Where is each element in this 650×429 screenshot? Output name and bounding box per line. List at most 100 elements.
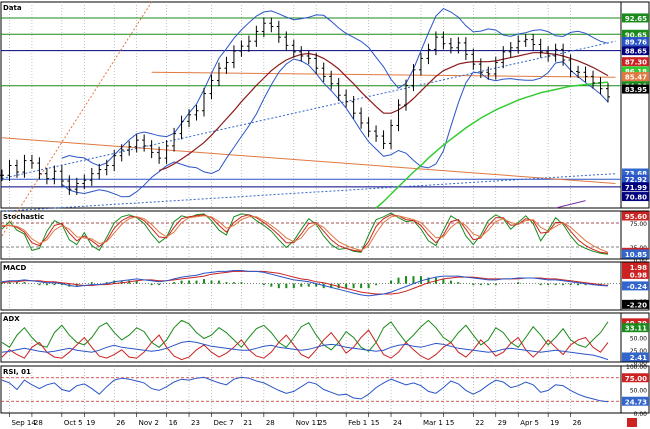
x-tick-label: Dec 7 [213,419,233,427]
x-tick-label: 22 [475,419,484,427]
stoch-tick: 0.00 [634,257,648,264]
bollinger-lower [61,58,609,198]
rsi-axis-label-box [622,373,649,383]
macd-panel-frame [0,261,622,311]
price-axis-label: 71.99 [625,184,647,192]
rsi-axis-label-box [622,396,649,406]
x-tick-label: 26 [116,419,125,427]
trendline [151,71,616,78]
x-tick-label: 28 [266,419,275,427]
price-axis-label: 86.18 [625,68,647,76]
stoch-line-3 [2,215,609,253]
adx-tick: 25.00 [630,348,647,355]
x-tick-label: 29 [498,419,507,427]
price-axis-label: 87.30 [625,59,647,67]
x-tick-label: Nov 2 [139,419,159,427]
rsi-tick: 100.00 [626,364,647,371]
stoch-panel-title: Stochastic [3,213,44,221]
bollinger-upper [61,8,609,167]
adx-axis-label: 2.41 [630,354,647,362]
stoch-tick: 75.00 [630,221,647,228]
rsi-tick: 50.00 [630,388,647,395]
trendline [1,40,616,180]
macd-axis-label: -2.20 [627,301,647,309]
x-tick-label: 19 [86,419,95,427]
x-tick-label: 21 [243,419,252,427]
x-tick-label: Feb 1 [348,419,367,427]
price-axis-label: 72.92 [625,176,647,184]
price-axis-label-box [622,72,649,82]
x-tick-label: Apr 5 [520,419,539,427]
price-axis-label-box [622,29,649,39]
price-axis-label: 90.65 [625,31,647,39]
rsi-line [1,376,609,403]
price-axis-label: 89.76 [625,39,647,47]
price-axis-label: 92.65 [625,15,647,23]
x-tick-label: Nov 11 [296,419,321,427]
adx-line-2 [1,329,609,361]
trendline [1,173,616,212]
x-tick-label: 24 [393,419,402,427]
price-axis-label-box [622,46,649,56]
adx-axis-label: 33.11 [625,325,647,333]
price-axis-label-box [622,13,649,23]
price-axis-label: 73.68 [625,170,647,178]
adx-axis-label-box [622,352,649,362]
stoch-line-2 [1,214,609,254]
stoch-axis-label-box [622,211,649,221]
price-axis-label: 88.65 [625,48,647,56]
rsi-axis-label: 24.73 [625,398,647,406]
x-tick-label: 25 [318,419,327,427]
rsi-panel-frame [0,365,622,414]
price-axis-label-box [622,37,649,47]
macd-panel-title: MACD [3,264,27,272]
sma-short-line [158,52,609,171]
adx-panel-title: ADX [3,315,20,323]
macd-axis-label: 1.98 [630,264,647,272]
price-axis-label-box [622,168,649,178]
trendline [555,200,586,209]
x-tick-label: Sep 14 [11,419,36,427]
rsi-tick: 0.00 [634,411,648,418]
adx-tick: 50.00 [630,336,647,343]
x-tick-label: 26 [573,419,582,427]
x-tick-label: 16 [169,419,178,427]
corner-marker [627,418,637,427]
macd-axis-label-box [622,281,649,291]
x-tick-label: 28 [34,419,43,427]
x-tick-label: Oct 5 [64,419,83,427]
price-axis-label-box [622,66,649,76]
macd-axis-label-box [622,269,649,279]
adx-line-1 [1,319,609,352]
adx-axis-label-box [622,318,649,328]
rsi-panel-title: RSI, 01 [3,368,31,376]
price-axis-label-box [622,192,649,202]
macd-axis-label: -0.24 [627,283,647,291]
adx-line-3 [1,340,609,361]
price-axis-label-box [622,84,649,94]
macd-axis-label-box [622,299,649,309]
x-tick-label: 19 [550,419,559,427]
macd-axis-label-box [622,262,649,272]
price-axis-label: 83.95 [625,86,647,94]
stoch-axis-label-box [622,249,649,259]
adx-axis-label-box [622,323,649,333]
adx-tick: 0.00 [634,360,648,367]
stoch-panel-frame [0,210,622,260]
price-axis-label-box [622,57,649,67]
price-axis-label: 70.80 [625,194,647,202]
macd-axis-label: 0.98 [630,271,647,279]
sma-long-line [375,81,609,209]
price-axis-label: 85.47 [625,74,647,82]
macd-line [1,270,609,297]
x-tick-label: 15 [371,419,380,427]
price-panel-frame [0,1,622,209]
price-panel-title: Data [3,4,22,12]
rsi-axis-label: 75.00 [625,375,647,383]
x-tick-label: Mar 1 [423,419,443,427]
price-axis-label-box [622,182,649,192]
stoch-axis-label: 10.85 [625,251,647,259]
trendline [1,137,616,184]
x-tick-label: 23 [191,419,200,427]
